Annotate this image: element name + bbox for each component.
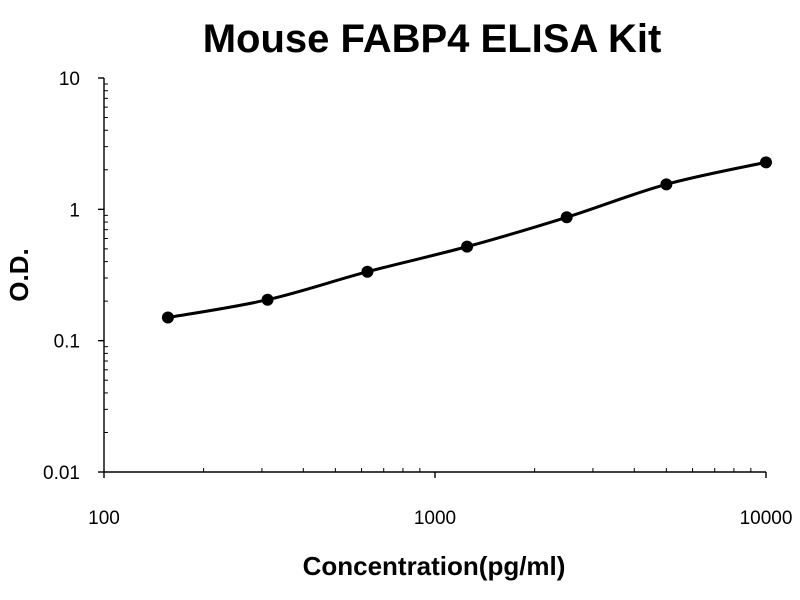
plot-area: 0.01 0.1 1 10 100 1000 10000 xyxy=(43,69,792,529)
data-point xyxy=(461,240,474,253)
y-axis-label: O.D. xyxy=(4,248,34,301)
data-point xyxy=(161,311,174,324)
y-tick-label: 1 xyxy=(69,200,80,221)
data-point xyxy=(261,293,274,306)
data-point xyxy=(361,265,374,278)
data-points xyxy=(161,156,772,324)
x-tick-label: 100 xyxy=(88,508,120,529)
data-point xyxy=(560,211,573,224)
x-tick-label: 1000 xyxy=(414,508,456,529)
fit-curve xyxy=(167,160,767,320)
x-axis-ticks: 100 1000 10000 xyxy=(88,468,792,529)
y-tick-label: 0.1 xyxy=(54,332,80,353)
y-axis-ticks: 0.01 0.1 1 10 xyxy=(43,69,108,484)
data-point xyxy=(760,156,772,169)
x-tick-label: 10000 xyxy=(740,508,793,529)
y-tick-label: 10 xyxy=(59,69,80,90)
y-tick-label: 0.01 xyxy=(43,463,80,484)
x-axis-label: Concentration(pg/ml) xyxy=(303,551,566,581)
chart-title: Mouse FABP4 ELISA Kit xyxy=(203,17,662,61)
data-point xyxy=(660,178,673,191)
